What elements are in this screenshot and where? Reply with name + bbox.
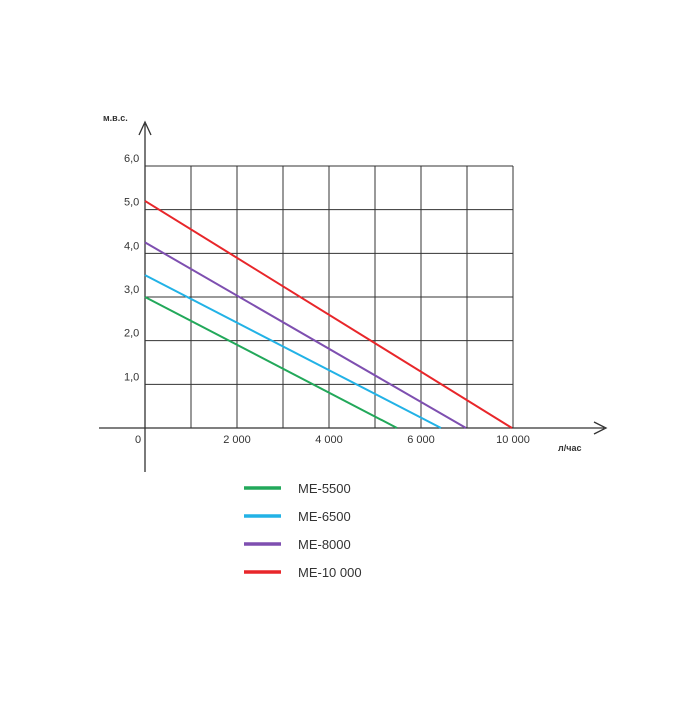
series-line-me-6500	[144, 274, 442, 429]
x-tick-label: 0	[135, 434, 141, 446]
legend-label: ME-5500	[298, 481, 351, 496]
y-tick-label: 1,0	[124, 371, 139, 383]
legend-label: ME-8000	[298, 537, 351, 552]
x-tick-label: 4 000	[315, 434, 343, 446]
x-axis-title: л/час	[558, 443, 581, 453]
y-tick-label: 2,0	[124, 328, 139, 340]
x-tick-label: 2 000	[223, 434, 251, 446]
series-line-me-10000	[144, 200, 513, 429]
series-line-me-5500	[144, 296, 398, 429]
y-tick-label: 3,0	[124, 284, 139, 296]
legend-label: ME-6500	[298, 509, 351, 524]
y-axis-arrow-icon	[138, 120, 152, 136]
legend-label: ME-10 000	[298, 565, 362, 580]
y-axis-title: м.в.с.	[103, 113, 128, 123]
x-axis-arrow-icon	[593, 421, 608, 435]
y-tick-label: 5,0	[124, 197, 139, 209]
y-tick-label: 4,0	[124, 240, 139, 252]
x-tick-label: 10 000	[496, 434, 530, 446]
y-tick-label: 6,0	[124, 153, 139, 165]
series-line-me-8000	[144, 241, 467, 429]
x-tick-label: 6 000	[407, 434, 435, 446]
